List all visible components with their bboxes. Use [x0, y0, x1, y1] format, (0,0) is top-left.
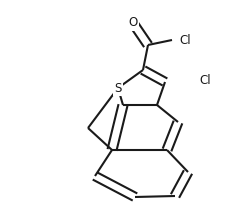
Text: Cl: Cl [198, 74, 210, 87]
Text: Cl: Cl [178, 34, 190, 47]
Text: S: S [114, 82, 121, 95]
Text: O: O [128, 16, 137, 29]
